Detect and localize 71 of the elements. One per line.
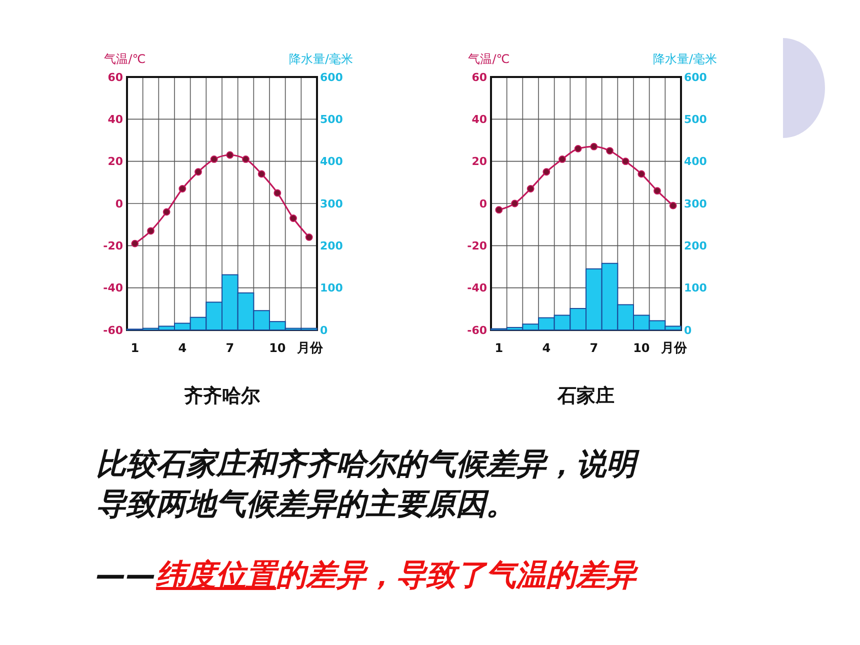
x-tick-label: 7 bbox=[590, 341, 598, 355]
y-tick-label: 40 bbox=[108, 113, 124, 126]
y2-tick-label: 300 bbox=[320, 197, 344, 210]
x-tick-label: 4 bbox=[542, 341, 551, 355]
point bbox=[542, 168, 550, 176]
point bbox=[242, 156, 250, 163]
y-tick-label: -60 bbox=[467, 324, 488, 337]
point bbox=[495, 206, 503, 214]
x-tick-label: 1 bbox=[494, 341, 504, 355]
y2-tick-label: 200 bbox=[320, 240, 344, 253]
y2-tick-label: 500 bbox=[320, 113, 344, 126]
point bbox=[305, 234, 313, 241]
x-axis-title: 月份 bbox=[296, 341, 324, 356]
point bbox=[526, 185, 534, 192]
y2-axis-title: 降水量/毫米 bbox=[288, 52, 354, 66]
y2-tick-label: 400 bbox=[684, 155, 708, 168]
y2-axis-title: 降水量/毫米 bbox=[652, 52, 718, 66]
point bbox=[210, 156, 218, 163]
y-tick-label: 60 bbox=[108, 70, 124, 84]
text: —— bbox=[96, 558, 156, 593]
point bbox=[654, 187, 661, 195]
y2-tick-label: 0 bbox=[684, 324, 692, 337]
y2-tick-label: 400 bbox=[320, 155, 344, 168]
y-axis-title: 气温/℃ bbox=[468, 52, 510, 66]
point bbox=[258, 170, 266, 178]
point bbox=[622, 158, 630, 166]
y-tick-label: -20 bbox=[103, 240, 124, 253]
y-tick-label: -40 bbox=[103, 282, 124, 295]
y-tick-label: 60 bbox=[472, 70, 488, 84]
point bbox=[194, 168, 202, 176]
y2-tick-label: 600 bbox=[320, 70, 344, 84]
x-tick-label: 10 bbox=[269, 341, 286, 355]
text: 导致两地气候差异的主要原因。 bbox=[96, 487, 516, 522]
text: 石家庄 bbox=[556, 385, 614, 407]
x-axis-title: 月份 bbox=[660, 341, 688, 356]
x-tick-label: 10 bbox=[633, 341, 650, 355]
y2-tick-label: 500 bbox=[684, 113, 708, 126]
y2-tick-label: 100 bbox=[684, 282, 708, 295]
y2-tick-label: 300 bbox=[684, 197, 708, 210]
x-tick-label: 4 bbox=[178, 341, 187, 355]
point bbox=[274, 189, 282, 197]
point bbox=[226, 151, 234, 159]
point bbox=[669, 202, 677, 210]
y-tick-label: -20 bbox=[467, 240, 488, 253]
y-tick-label: 0 bbox=[115, 197, 124, 210]
point bbox=[147, 227, 154, 235]
y2-tick-label: 100 bbox=[320, 282, 344, 295]
y-axis-title: 气温/℃ bbox=[104, 52, 146, 66]
y-tick-label: -40 bbox=[467, 282, 488, 295]
point bbox=[511, 200, 518, 208]
point bbox=[590, 142, 598, 150]
y-tick-label: 0 bbox=[479, 197, 488, 210]
y-tick-label: 40 bbox=[472, 113, 488, 126]
y2-tick-label: 0 bbox=[320, 324, 328, 337]
point bbox=[162, 208, 170, 216]
point bbox=[178, 185, 186, 192]
y-tick-label: -60 bbox=[103, 324, 124, 337]
point bbox=[558, 156, 566, 163]
text: 比较石家庄和齐齐哈尔的气候差异，说明 bbox=[96, 447, 640, 482]
point bbox=[638, 170, 646, 178]
point bbox=[290, 214, 297, 222]
point bbox=[574, 144, 582, 152]
x-tick-label: 1 bbox=[130, 341, 140, 355]
point bbox=[131, 240, 139, 248]
point bbox=[606, 147, 614, 154]
y2-tick-label: 600 bbox=[684, 70, 708, 84]
y-tick-label: 20 bbox=[472, 155, 488, 168]
text: 齐齐哈尔 bbox=[184, 385, 261, 407]
y-tick-label: 20 bbox=[108, 155, 124, 168]
y2-tick-label: 200 bbox=[684, 240, 708, 253]
x-tick-label: 7 bbox=[226, 341, 234, 355]
